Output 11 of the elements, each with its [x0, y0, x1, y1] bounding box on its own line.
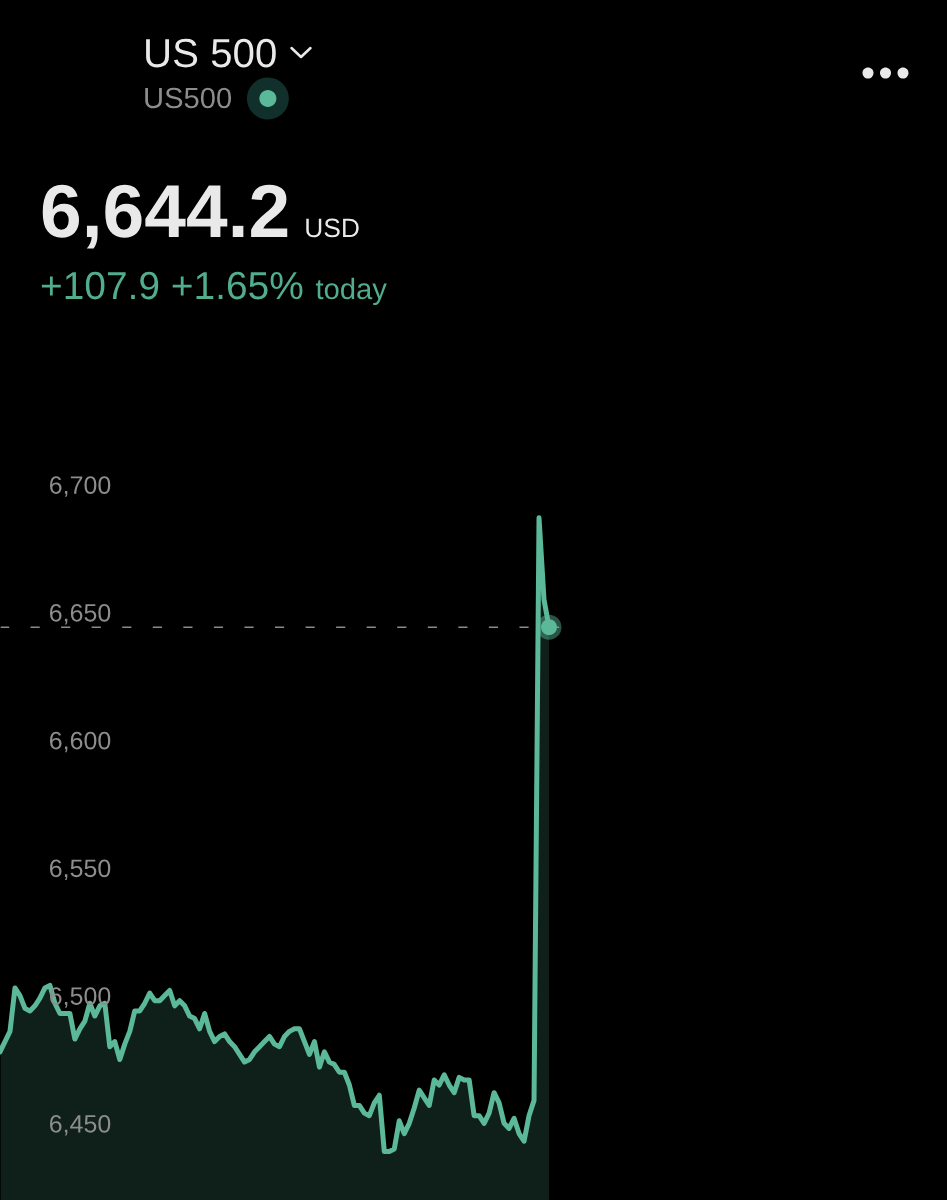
- text: today: [315, 277, 387, 306]
- y-tick-label: 6,650: [49, 603, 111, 625]
- text: +107.9 +1.65%: [41, 271, 303, 300]
- text: 6,644.2: [42, 184, 288, 249]
- y-tick-label: 6,600: [49, 731, 111, 753]
- chart-title: US 500: [146, 38, 276, 68]
- y-tick-label: 6,550: [49, 859, 111, 881]
- y-tick-label: 6,700: [49, 476, 111, 497]
- y-tick-label: 6,450: [49, 1114, 111, 1136]
- text: USD: [306, 218, 359, 238]
- chart-subtitle: US500: [145, 87, 232, 109]
